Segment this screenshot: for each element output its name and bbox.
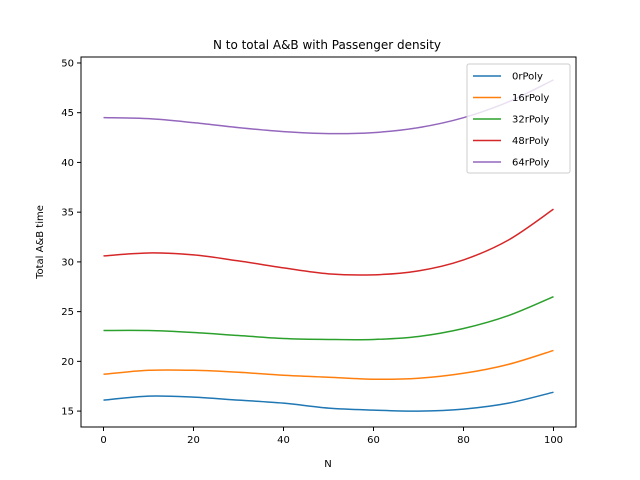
x-tick-label: 60	[367, 435, 380, 446]
y-tick-label: 45	[61, 108, 74, 119]
y-axis-title: Total A&B time	[35, 205, 46, 280]
x-tick-label: 100	[544, 435, 563, 446]
y-tick-label: 40	[61, 158, 74, 169]
legend: 0rPoly 16rPoly 32rPoly 48rPoly 64rPoly	[466, 63, 571, 174]
y-tick-label: 25	[61, 307, 74, 318]
x-tick-label: 40	[277, 435, 290, 446]
y-tick-label: 15	[61, 407, 74, 418]
y-tick-label: 35	[61, 208, 74, 219]
x-tick-label: 80	[457, 435, 470, 446]
legend-label-64rPoly: 64rPoly	[512, 158, 549, 169]
x-tick-label: 0	[100, 435, 106, 446]
chart-title: N to total A&B with Passenger density	[213, 38, 441, 52]
x-tick-label: 20	[187, 435, 200, 446]
series-line-48rPoly	[103, 208, 554, 276]
x-axis-title: N	[324, 459, 331, 470]
legend-label-48rPoly: 48rPoly	[512, 136, 549, 147]
legend-box	[466, 63, 571, 174]
y-tick-label: 30	[61, 257, 74, 268]
y-tick-label: 50	[61, 58, 74, 69]
y-tick-label: 20	[61, 357, 74, 368]
series-line-16rPoly	[103, 349, 554, 381]
x-axis: 0 20 40 60 80 100	[100, 427, 563, 446]
series-line-0rPoly	[103, 391, 554, 412]
legend-label-0rPoly: 0rPoly	[512, 72, 543, 83]
y-axis: 15 20 25 30 35 40 45 50	[61, 58, 81, 418]
legend-label-32rPoly: 32rPoly	[512, 115, 549, 126]
series-line-32rPoly	[103, 296, 554, 341]
legend-label-16rPoly: 16rPoly	[512, 93, 549, 104]
